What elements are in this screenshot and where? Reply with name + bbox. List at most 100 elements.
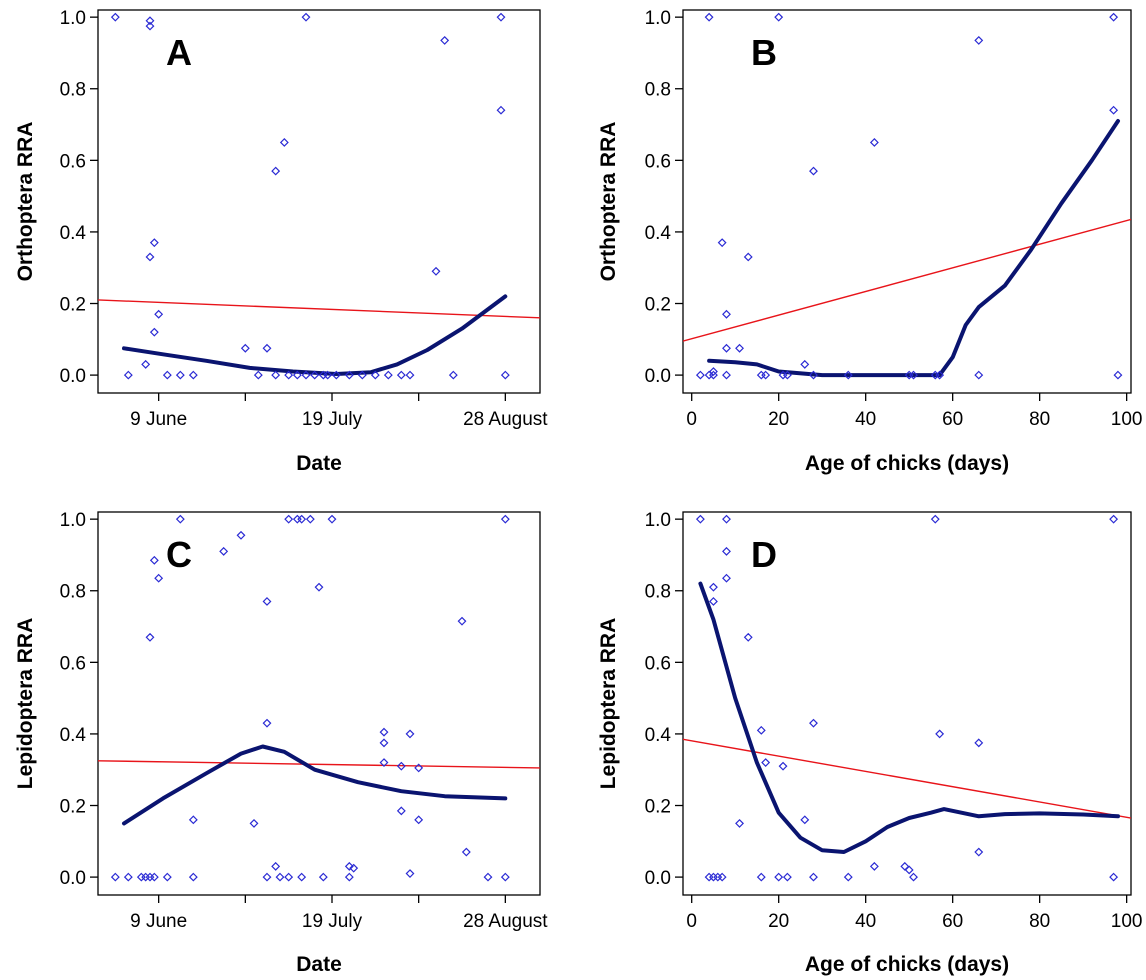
data-point	[774, 872, 784, 882]
y-tick-label: 0.8	[60, 582, 86, 603]
data-point	[175, 514, 185, 524]
x-tick-label: 28 August	[463, 911, 548, 932]
plot-frame	[682, 511, 1132, 896]
data-point	[271, 166, 281, 176]
data-point	[379, 727, 389, 737]
data-point	[800, 815, 810, 825]
y-axis-title: Orthoptera RRA	[597, 122, 620, 282]
panel-letter: C	[166, 534, 192, 575]
panel-letter: B	[751, 32, 777, 73]
y-tick-label: 0.8	[60, 80, 86, 101]
data-point	[279, 137, 289, 147]
x-tick-label: 20	[768, 911, 789, 932]
data-point	[262, 872, 272, 882]
data-point	[145, 16, 155, 26]
y-tick-label: 0.0	[60, 366, 86, 387]
plot-area	[98, 12, 540, 380]
y-axis-title: Orthoptera RRA	[14, 122, 37, 282]
data-point	[323, 370, 333, 380]
y-axis-title: Lepidoptera RRA	[597, 618, 620, 790]
data-point	[262, 718, 272, 728]
data-point	[448, 370, 458, 380]
y-tick-label: 1.0	[60, 8, 86, 29]
data-point	[743, 632, 753, 642]
data-point	[123, 872, 133, 882]
data-point	[370, 370, 380, 380]
data-point	[318, 872, 328, 882]
x-tick-label: 0	[686, 409, 697, 430]
linear-fit-line	[98, 299, 540, 319]
data-point	[431, 266, 441, 276]
y-tick-label: 0.2	[645, 295, 671, 316]
data-point	[869, 861, 879, 871]
data-point	[149, 327, 159, 337]
data-point	[869, 137, 879, 147]
y-tick-label: 0.0	[60, 868, 86, 889]
data-point	[909, 370, 918, 380]
data-point	[756, 872, 766, 882]
data-point	[305, 514, 315, 524]
data-point	[1109, 105, 1119, 115]
smooth-curve	[707, 119, 1120, 378]
data-point	[314, 582, 324, 592]
data-point	[722, 546, 731, 556]
data-point	[149, 238, 159, 248]
smooth-curve	[122, 744, 508, 826]
y-tick-label: 0.2	[645, 797, 671, 818]
data-point	[188, 872, 198, 882]
x-tick-label: 60	[942, 911, 963, 932]
data-point	[695, 514, 705, 524]
y-tick-label: 0.6	[645, 653, 671, 674]
y-tick-label: 0.8	[645, 582, 671, 603]
data-point	[1113, 370, 1123, 380]
y-tick-label: 0.6	[60, 653, 86, 674]
data-point	[500, 370, 510, 380]
data-point	[405, 370, 415, 380]
y-tick-label: 0.2	[60, 797, 86, 818]
data-point	[496, 105, 506, 115]
data-point	[396, 806, 406, 816]
data-point	[904, 865, 914, 875]
data-point	[500, 514, 510, 524]
data-point	[809, 166, 818, 176]
data-point	[331, 370, 341, 380]
data-point	[414, 815, 424, 825]
data-point	[974, 35, 984, 45]
data-point	[145, 252, 155, 262]
data-point	[262, 343, 272, 353]
data-point	[722, 573, 731, 583]
data-point	[344, 861, 354, 871]
plot-area	[683, 514, 1131, 882]
data-point	[383, 370, 393, 380]
data-point	[271, 861, 281, 871]
data-point	[735, 343, 744, 353]
data-point	[735, 818, 744, 828]
data-point	[457, 616, 467, 626]
data-point	[344, 872, 354, 882]
plot-area	[683, 12, 1131, 380]
data-point	[162, 872, 172, 882]
panel-a: 0.0 0.2 0.4 0.6 0.8 1.0 9 June 19 July 28 August…	[14, 8, 548, 475]
data-point	[722, 343, 731, 353]
data-point	[708, 582, 718, 592]
data-point	[809, 370, 818, 380]
data-point	[284, 370, 294, 380]
data-point	[162, 370, 172, 380]
data-point	[414, 763, 424, 773]
y-tick-label: 0.4	[60, 725, 87, 746]
data-point	[483, 872, 493, 882]
data-point	[461, 847, 471, 857]
data-point	[249, 818, 259, 828]
data-point	[743, 252, 753, 262]
panel-c: 0.0 0.2 0.4 0.6 0.8 1.0 9 June 19 July 28 August…	[14, 510, 548, 976]
data-point	[284, 514, 294, 524]
linear-fit-line	[683, 738, 1131, 819]
data-point	[782, 370, 792, 380]
data-point	[357, 370, 367, 380]
data-point	[297, 872, 307, 882]
x-tick-label: 19 July	[302, 911, 363, 932]
x-tick-label: 20	[768, 409, 789, 430]
data-point	[974, 847, 984, 857]
data-point	[149, 872, 159, 882]
data-point	[349, 863, 359, 873]
